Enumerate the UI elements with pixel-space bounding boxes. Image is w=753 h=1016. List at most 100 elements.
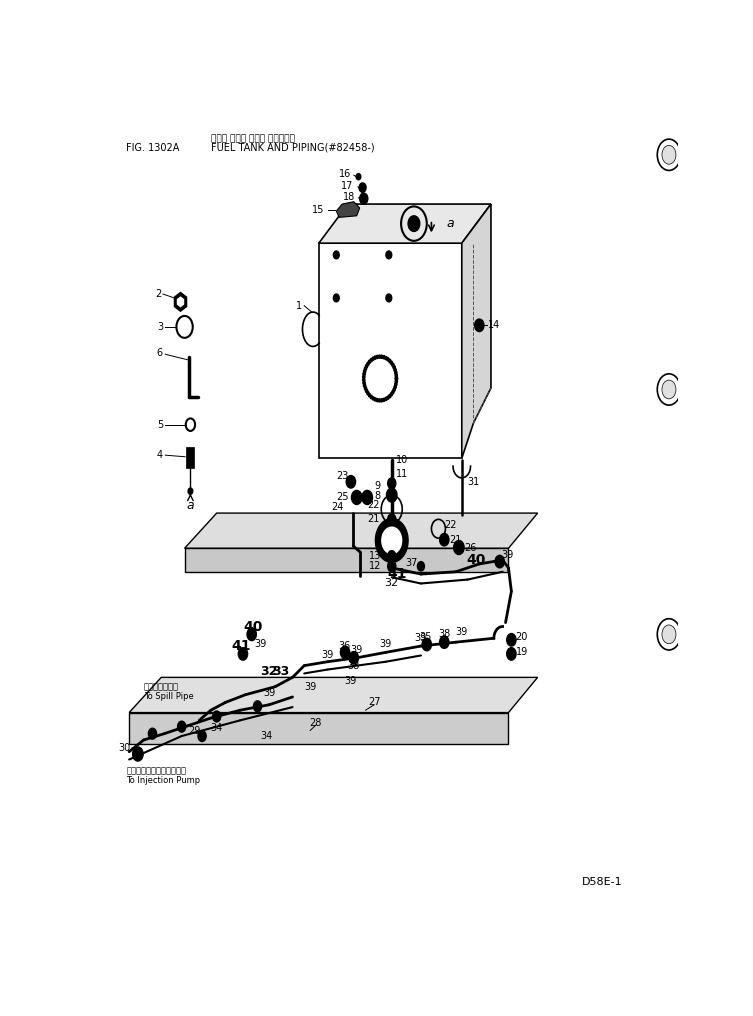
Circle shape <box>359 183 366 192</box>
Text: 22: 22 <box>444 520 457 529</box>
Text: 41: 41 <box>231 639 251 653</box>
Text: 10: 10 <box>396 455 409 465</box>
Circle shape <box>378 355 381 359</box>
Circle shape <box>374 356 376 360</box>
Text: 39: 39 <box>304 682 316 692</box>
Circle shape <box>393 366 395 369</box>
Circle shape <box>417 562 425 571</box>
Text: 24: 24 <box>331 502 344 512</box>
Circle shape <box>376 398 379 401</box>
Circle shape <box>390 362 392 365</box>
Circle shape <box>367 363 369 366</box>
Text: 12: 12 <box>369 561 381 571</box>
Text: 18: 18 <box>343 192 355 202</box>
Circle shape <box>392 390 394 393</box>
Circle shape <box>365 365 367 368</box>
Text: 40: 40 <box>466 553 486 567</box>
Circle shape <box>387 396 389 399</box>
Text: 37: 37 <box>406 558 418 568</box>
Circle shape <box>422 638 431 651</box>
Text: To Spill Pipe: To Spill Pipe <box>144 693 194 701</box>
Text: 21: 21 <box>449 534 462 545</box>
Polygon shape <box>184 549 508 572</box>
Text: 39: 39 <box>322 650 334 660</box>
Circle shape <box>364 367 367 370</box>
Circle shape <box>349 651 358 664</box>
Text: 30: 30 <box>118 743 130 753</box>
Text: 4: 4 <box>157 450 163 460</box>
Circle shape <box>395 377 398 380</box>
Circle shape <box>392 364 394 367</box>
Circle shape <box>393 388 395 391</box>
Text: 19: 19 <box>516 647 528 657</box>
Circle shape <box>334 294 339 302</box>
Circle shape <box>390 393 392 396</box>
Text: D58E-1: D58E-1 <box>581 878 622 887</box>
Circle shape <box>440 533 449 546</box>
Circle shape <box>133 747 143 761</box>
Text: 31: 31 <box>468 477 480 487</box>
Polygon shape <box>186 447 194 467</box>
Circle shape <box>408 215 419 232</box>
Circle shape <box>507 647 516 660</box>
Polygon shape <box>462 204 491 458</box>
Circle shape <box>388 561 396 572</box>
Polygon shape <box>319 204 491 243</box>
Polygon shape <box>184 513 538 549</box>
Text: 7: 7 <box>373 539 380 550</box>
Polygon shape <box>178 297 184 307</box>
Circle shape <box>364 387 367 390</box>
Circle shape <box>365 389 367 392</box>
Circle shape <box>386 251 392 259</box>
Circle shape <box>363 381 365 384</box>
Circle shape <box>662 625 676 644</box>
Text: 17: 17 <box>341 181 354 191</box>
Text: 39: 39 <box>501 550 514 560</box>
Circle shape <box>368 361 370 364</box>
Circle shape <box>507 634 516 646</box>
Circle shape <box>368 393 370 397</box>
Circle shape <box>385 397 387 400</box>
Circle shape <box>385 357 387 360</box>
Circle shape <box>395 374 398 377</box>
Text: a: a <box>187 499 194 512</box>
Text: 26: 26 <box>465 543 477 553</box>
Text: 34: 34 <box>260 732 273 741</box>
Text: インジェクションポンプへ: インジェクションポンプへ <box>127 767 186 776</box>
Circle shape <box>363 378 365 382</box>
Circle shape <box>387 358 389 361</box>
Circle shape <box>383 398 385 401</box>
Circle shape <box>386 488 397 502</box>
Text: 34: 34 <box>211 723 223 734</box>
Text: 28: 28 <box>309 717 322 727</box>
Text: 21: 21 <box>367 514 380 524</box>
Text: 39: 39 <box>351 645 363 655</box>
Circle shape <box>340 646 349 658</box>
Text: 32: 32 <box>261 664 278 678</box>
Circle shape <box>212 711 221 722</box>
Text: 35: 35 <box>419 632 431 642</box>
Circle shape <box>364 384 366 387</box>
Circle shape <box>360 193 367 204</box>
Circle shape <box>380 356 383 359</box>
Circle shape <box>388 514 396 525</box>
Text: 41: 41 <box>388 567 407 581</box>
Polygon shape <box>319 243 462 458</box>
Polygon shape <box>175 293 187 311</box>
Circle shape <box>334 251 339 259</box>
Circle shape <box>395 377 398 380</box>
Text: 5: 5 <box>157 421 163 431</box>
Circle shape <box>662 145 676 165</box>
Circle shape <box>367 391 369 395</box>
Circle shape <box>198 731 206 742</box>
Circle shape <box>388 551 396 562</box>
Text: 13: 13 <box>369 551 381 561</box>
Circle shape <box>474 319 484 331</box>
Circle shape <box>383 356 385 359</box>
Text: 6: 6 <box>157 347 163 358</box>
Circle shape <box>352 491 362 505</box>
Circle shape <box>389 394 391 397</box>
Text: 39: 39 <box>415 633 427 643</box>
Text: 36: 36 <box>338 641 350 651</box>
Circle shape <box>388 478 396 489</box>
